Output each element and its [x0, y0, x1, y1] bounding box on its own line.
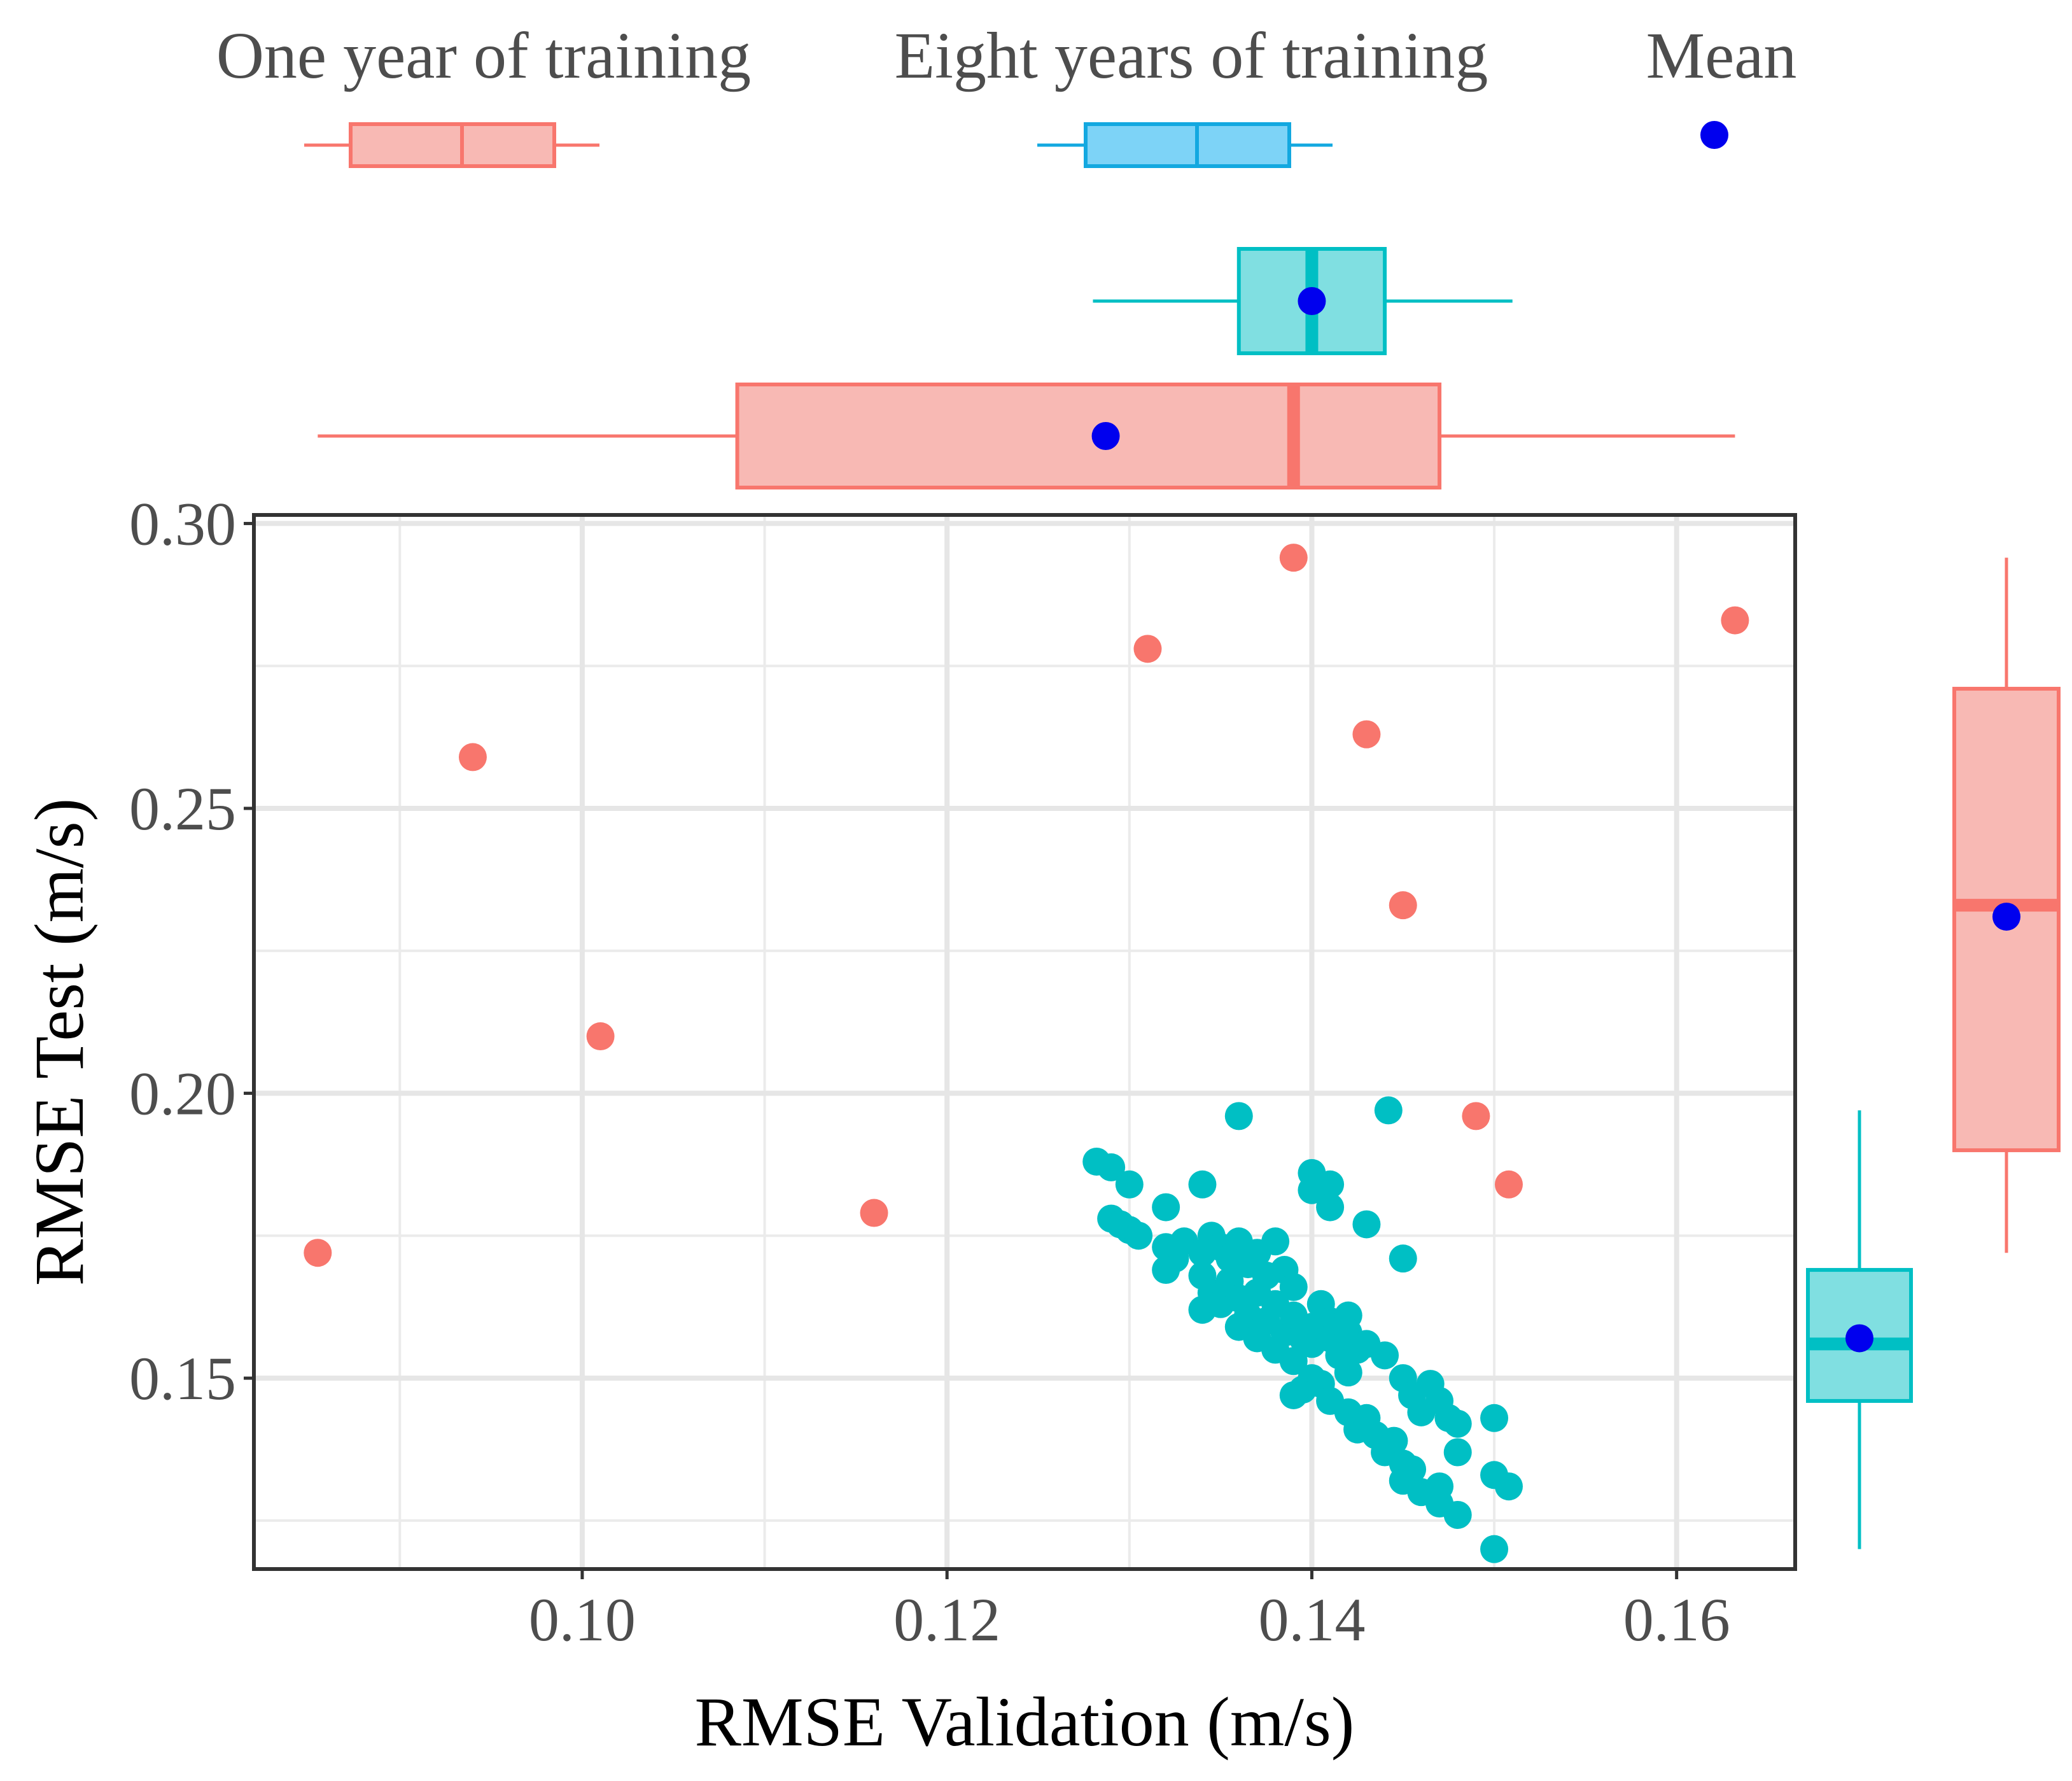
data-point: [1374, 1096, 1403, 1125]
data-point: [1462, 1102, 1490, 1130]
top-boxplot-eight-years: [1093, 247, 1513, 355]
data-point: [860, 1199, 888, 1227]
right-boxplot-eight-years: [1806, 1110, 1913, 1549]
legend: One year of training Eight years of trai…: [216, 19, 1797, 168]
y-axis: 0.15 0.20 0.25 0.30: [129, 489, 254, 1412]
data-point: [1425, 1472, 1454, 1501]
panel-border: [252, 513, 1797, 1571]
data-point: [1721, 606, 1749, 635]
x-axis-title: RMSE Validation (m/s): [695, 1683, 1355, 1761]
data-point: [586, 1022, 615, 1051]
data-point: [1279, 1381, 1308, 1409]
panel-background: [254, 515, 1795, 1569]
data-points: [304, 544, 1749, 1563]
data-point: [1097, 1153, 1126, 1181]
legend-key-one-year: [304, 122, 599, 168]
x-tick-label: 0.16: [1623, 1586, 1730, 1654]
data-point: [1380, 1426, 1408, 1455]
data-point: [1316, 1193, 1345, 1221]
data-point: [1389, 891, 1417, 920]
y-tick-label: 0.20: [129, 1060, 236, 1128]
data-point: [1389, 1244, 1417, 1273]
data-point: [1279, 544, 1308, 572]
data-point: [1124, 1221, 1153, 1250]
right-boxplot-one-year: [1952, 558, 2061, 1253]
data-point: [1352, 1210, 1381, 1239]
data-point: [1334, 1358, 1362, 1387]
data-point: [1316, 1170, 1345, 1199]
mean-point: [1845, 1324, 1873, 1353]
data-point: [1398, 1455, 1427, 1484]
box: [735, 383, 1442, 489]
legend-label-one-year: One year of training: [216, 19, 751, 92]
y-axis-title: RMSE Test (m/s): [20, 798, 98, 1286]
data-point: [1152, 1193, 1180, 1221]
mean-point: [1298, 287, 1326, 315]
data-point: [1443, 1500, 1472, 1529]
data-point: [1480, 1404, 1509, 1432]
data-point: [458, 743, 487, 771]
right-marginal-boxplots: [1806, 558, 2061, 1549]
gridlines: [254, 515, 1795, 1569]
y-tick-label: 0.25: [129, 775, 236, 843]
data-point: [1443, 1438, 1472, 1467]
data-point: [1133, 635, 1162, 663]
x-tick-label: 0.12: [893, 1586, 1000, 1654]
data-point: [304, 1239, 332, 1267]
y-tick-label: 0.15: [129, 1344, 236, 1412]
plot-panel: [252, 513, 1797, 1571]
series-eight-years: [1082, 1096, 1523, 1563]
data-point: [1480, 1535, 1509, 1563]
series-one-year: [304, 544, 1749, 1267]
legend-label-mean: Mean: [1646, 19, 1797, 92]
data-point: [1371, 1341, 1399, 1370]
mean-point: [1992, 903, 2020, 931]
data-point: [1188, 1170, 1217, 1199]
legend-key-mean: [1700, 121, 1728, 149]
data-point: [1152, 1256, 1180, 1285]
data-point: [1494, 1170, 1523, 1199]
data-point: [1494, 1472, 1523, 1501]
x-axis: 0.10 0.12 0.14 0.16: [529, 1569, 1730, 1654]
legend-key-eight-years: [1037, 122, 1333, 168]
x-tick-label: 0.10: [529, 1586, 636, 1654]
mean-point: [1091, 422, 1120, 450]
data-point: [1443, 1409, 1472, 1438]
legend-label-eight-years: Eight years of training: [895, 19, 1488, 92]
data-point: [1115, 1170, 1144, 1199]
data-point: [1279, 1347, 1308, 1376]
data-point: [1279, 1272, 1308, 1301]
top-marginal-boxplots: [318, 247, 1735, 489]
top-boxplot-one-year: [318, 383, 1735, 489]
data-point: [1224, 1102, 1253, 1130]
data-point: [1261, 1227, 1290, 1256]
data-point: [1352, 720, 1381, 749]
y-tick-label: 0.30: [129, 489, 236, 558]
x-tick-label: 0.14: [1258, 1586, 1365, 1654]
